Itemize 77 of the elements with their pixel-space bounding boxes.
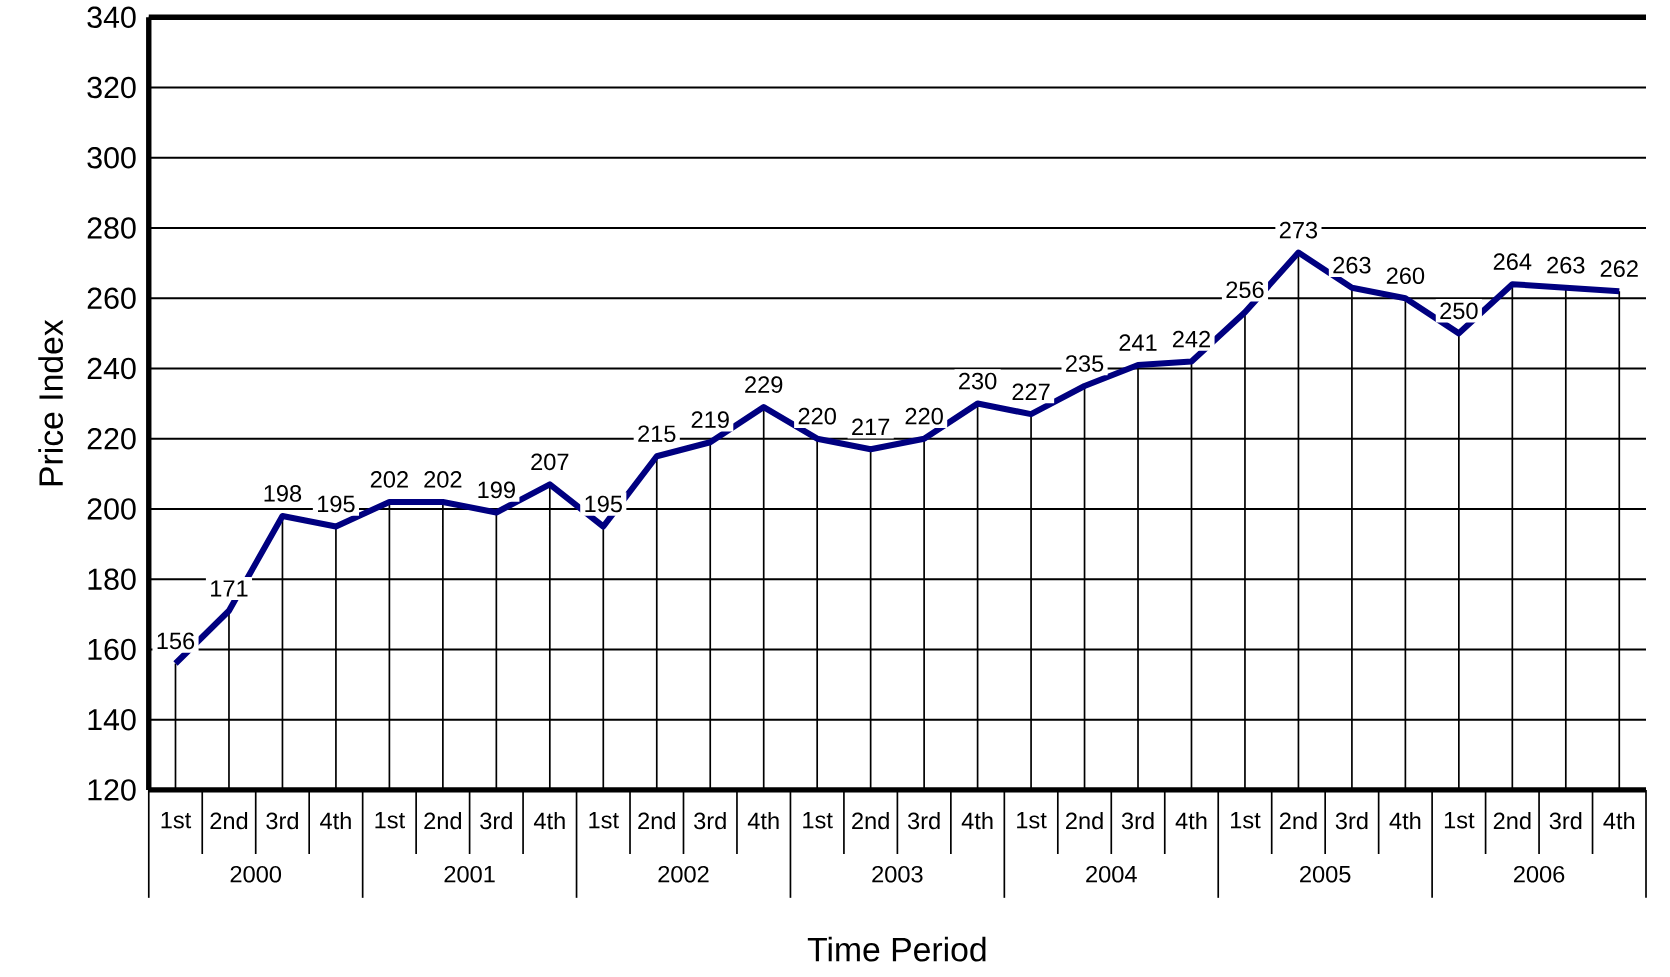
data-label: 220 (798, 407, 836, 425)
x-tick-label: 2nd (638, 811, 675, 830)
data-label: 263 (1333, 256, 1371, 274)
y-tick-label: 220 (87, 427, 136, 450)
x-tick-label: 1st (1444, 811, 1475, 829)
x-tick-label: 2nd (210, 811, 248, 830)
text: 2006 (1513, 865, 1565, 883)
y-tick-label: 260 (87, 287, 136, 309)
data-label: 217 (852, 418, 890, 436)
x-tick-label: 4th (961, 811, 993, 830)
y-tick-label: 280 (87, 217, 136, 239)
x-tick-label: 4th (320, 811, 351, 830)
data-label: 273 (1279, 221, 1318, 239)
x-axis-title: Time Period (807, 936, 986, 962)
x-tick-label: 3rd (1335, 811, 1368, 830)
data-label: 220 (905, 407, 943, 425)
data-label: 229 (745, 376, 783, 393)
text: 2002 (658, 865, 709, 883)
text: 2005 (1300, 865, 1351, 883)
x-tick-label: 1st (375, 811, 405, 829)
text: 2001 (444, 865, 495, 883)
data-label: 250 (1440, 302, 1478, 320)
y-tick-label: 140 (88, 708, 136, 731)
x-tick-label: 3rd (1549, 811, 1582, 830)
data-label: 219 (691, 411, 729, 429)
x-tick-label: 2nd (852, 811, 889, 830)
y-tick-label: 320 (87, 76, 136, 99)
text: 2000 (230, 865, 282, 883)
data-label: 171 (211, 580, 248, 597)
data-label: 198 (264, 485, 302, 502)
x-tick-label: 3rd (480, 811, 512, 830)
x-tick-label: 1st (1231, 811, 1261, 829)
data-label: 195 (585, 495, 622, 513)
text: 2003 (872, 865, 923, 883)
y-tick-label: 300 (87, 146, 136, 169)
x-tick-label: 1st (803, 811, 833, 829)
x-tick-label: 4th (1603, 811, 1635, 830)
x-tick-label: 3rd (907, 811, 940, 830)
data-label: 262 (1600, 260, 1638, 277)
x-tick-label: 4th (533, 811, 565, 830)
data-label: 241 (1119, 334, 1157, 351)
x-tick-label: 3rd (694, 811, 726, 830)
y-axis-title: Price Index (38, 319, 64, 486)
y-tick-label: 340 (87, 6, 136, 29)
data-label: 260 (1386, 267, 1425, 285)
data-label: 156 (157, 632, 195, 650)
x-tick-label: 3rd (266, 811, 298, 830)
data-label: 207 (531, 453, 569, 471)
data-label: 195 (318, 495, 355, 513)
y-tick-label: 120 (88, 779, 136, 801)
data-label: 199 (478, 481, 515, 499)
x-tick-label: 2nd (1066, 811, 1103, 830)
data-label: 227 (1012, 383, 1050, 400)
y-tick-label: 160 (88, 638, 136, 661)
x-tick-label: 4th (747, 811, 779, 830)
x-tick-label: 2nd (1279, 811, 1317, 830)
data-label: 235 (1066, 355, 1104, 372)
data-label: 230 (959, 372, 997, 390)
data-label: 242 (1172, 330, 1210, 348)
y-tick-label: 200 (87, 498, 136, 520)
x-tick-label: 4th (1175, 811, 1207, 830)
text: 2004 (1086, 865, 1137, 883)
data-label: 215 (638, 425, 676, 443)
data-label: 264 (1493, 253, 1532, 270)
x-tick-label: 1st (161, 811, 192, 829)
x-tick-label: 2nd (1493, 811, 1531, 830)
y-tick-label: 240 (87, 357, 136, 380)
data-label: 202 (370, 471, 408, 488)
x-tick-label: 3rd (1121, 811, 1154, 830)
x-tick-label: 2nd (424, 811, 462, 830)
y-tick-label: 180 (88, 568, 136, 590)
x-tick-label: 1st (589, 811, 619, 829)
x-tick-label: 4th (1389, 811, 1421, 830)
data-label: 202 (424, 471, 462, 488)
data-label: 256 (1226, 281, 1264, 299)
data-label: 263 (1547, 256, 1585, 274)
x-tick-label: 1st (1017, 811, 1047, 829)
